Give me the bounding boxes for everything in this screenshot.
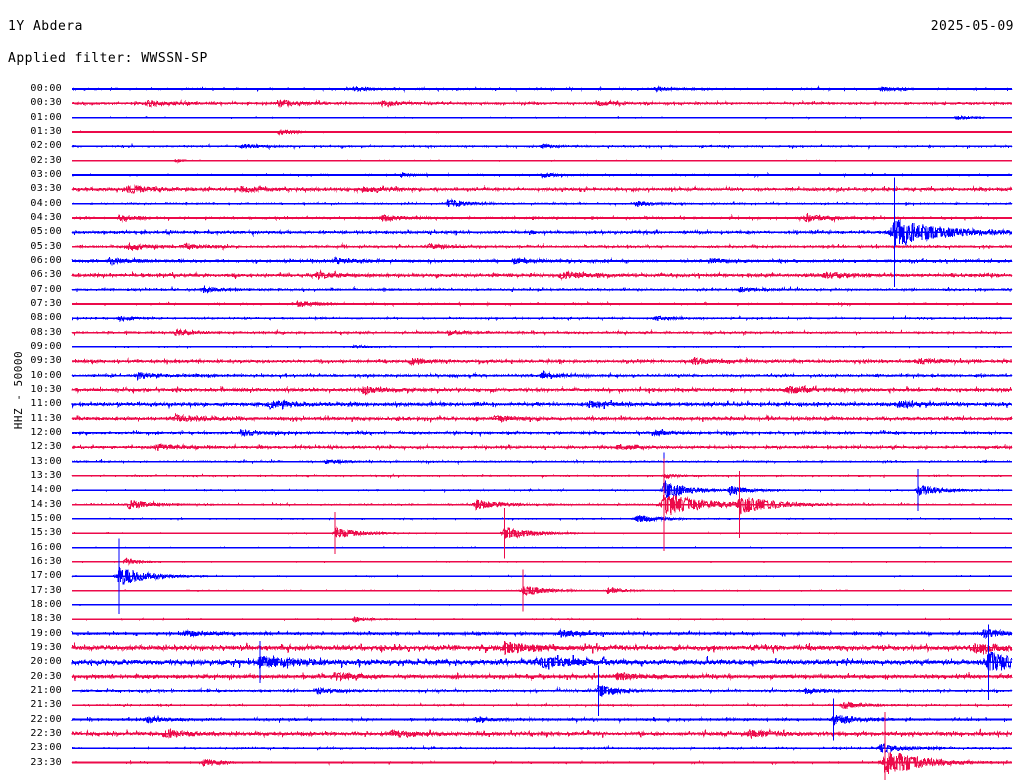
time-tick-label: 14:00 xyxy=(30,484,62,496)
time-axis: 00:00 00:30 01:00 01:30 02:00 02:30 03:00 03:30… xyxy=(0,0,70,780)
time-tick-label: 00:00 xyxy=(30,83,62,94)
time-tick-label: 18:30 xyxy=(30,613,62,625)
time-tick-label: 08:00 xyxy=(30,312,62,324)
trace-row xyxy=(71,480,1013,498)
time-tick-label: 16:00 xyxy=(30,541,62,553)
time-tick-label: 22:30 xyxy=(30,727,62,739)
time-tick-label: 15:00 xyxy=(30,512,62,524)
time-tick-label: 23:30 xyxy=(30,756,62,768)
time-tick-label: 19:00 xyxy=(30,627,62,639)
time-tick-label: 05:30 xyxy=(30,240,62,252)
time-tick-label: 13:00 xyxy=(30,455,62,467)
time-tick-label: 10:30 xyxy=(30,383,62,395)
time-tick-label: 17:00 xyxy=(30,570,62,582)
time-tick-label: 14:30 xyxy=(30,498,62,510)
time-tick-label: 00:30 xyxy=(30,97,62,109)
time-tick-label: 04:00 xyxy=(30,197,62,209)
time-tick-label: 08:30 xyxy=(30,326,62,338)
applied-filter-label: Applied filter: WWSSN-SP xyxy=(8,51,208,66)
time-tick-label: 20:00 xyxy=(30,656,62,668)
time-tick-label: 05:00 xyxy=(30,226,62,238)
time-tick-label: 07:30 xyxy=(30,297,62,309)
time-tick-label: 04:30 xyxy=(30,211,62,223)
time-tick-label: 19:30 xyxy=(30,641,62,653)
station-title: 1Y Abdera xyxy=(8,19,83,34)
record-date: 2025-05-09 xyxy=(930,19,1014,34)
time-tick-label: 21:00 xyxy=(30,684,62,696)
time-tick-label: 11:00 xyxy=(30,398,62,410)
time-tick-label: 21:30 xyxy=(30,699,62,711)
time-tick-label: 23:00 xyxy=(30,742,62,754)
trace-row xyxy=(71,752,1013,776)
time-tick-label: 18:00 xyxy=(30,598,62,610)
time-tick-label: 02:30 xyxy=(30,154,62,166)
time-tick-label: 10:00 xyxy=(30,369,62,381)
time-tick-label: 06:00 xyxy=(30,254,62,266)
time-tick-label: 17:30 xyxy=(30,584,62,596)
time-tick-label: 01:00 xyxy=(30,111,62,123)
time-tick-label: 13:30 xyxy=(30,469,62,481)
time-tick-label: 16:30 xyxy=(30,555,62,567)
time-tick-label: 03:30 xyxy=(30,183,62,195)
time-tick-label: 22:00 xyxy=(30,713,62,725)
time-tick-label: 15:30 xyxy=(30,527,62,539)
trace-row xyxy=(71,651,1013,671)
time-tick-label: 11:30 xyxy=(30,412,62,424)
time-tick-label: 06:30 xyxy=(30,269,62,281)
time-tick-label: 09:30 xyxy=(30,355,62,367)
time-tick-label: 12:30 xyxy=(30,441,62,453)
time-tick-label: 02:00 xyxy=(30,140,62,152)
time-tick-label: 12:00 xyxy=(30,426,62,438)
time-tick-label: 01:30 xyxy=(30,125,62,137)
time-tick-label: 07:00 xyxy=(30,283,62,295)
time-tick-label: 03:00 xyxy=(30,168,62,180)
time-tick-label: 20:30 xyxy=(30,670,62,682)
time-tick-label: 09:00 xyxy=(30,340,62,352)
